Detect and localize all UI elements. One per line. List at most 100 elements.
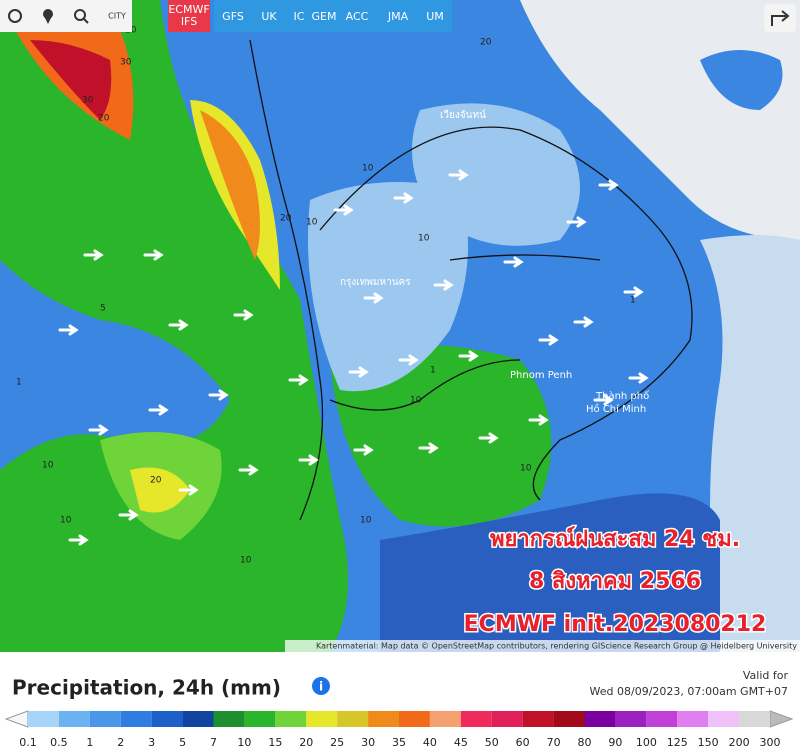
valid-label: Valid for	[743, 669, 789, 682]
scale-swatch	[120, 711, 152, 727]
contour-label: 1	[630, 296, 636, 306]
contour-label: 5	[100, 304, 106, 314]
contour-label: 10	[240, 556, 252, 566]
scale-swatch	[151, 711, 183, 727]
wind-arrow	[333, 204, 354, 216]
model-label[interactable]: ACC	[346, 10, 369, 23]
model-label[interactable]: GFS	[222, 10, 244, 23]
scale-swatch	[708, 711, 740, 727]
model-button[interactable]	[214, 0, 252, 32]
borders	[249, 39, 693, 521]
scale-label: 150	[698, 736, 719, 749]
contour-label: 1	[430, 366, 436, 376]
wind-arrow	[363, 292, 384, 304]
toolbar: CITY ECMWF IFS GFS UK IC GEM ACC JMA UM	[0, 0, 796, 32]
contour-label: 20	[98, 114, 110, 124]
wind-arrow	[398, 354, 419, 366]
info-button[interactable]	[312, 677, 330, 695]
scale-label: 0.1	[19, 736, 37, 749]
overlay-title: พยากรณ์ฝนสะสม 24 ชม.	[490, 526, 740, 552]
scale-label: 25	[330, 736, 344, 749]
wind-arrow	[458, 350, 479, 362]
wind-arrow	[353, 444, 374, 456]
wind-arrow	[118, 509, 139, 521]
active-model-label[interactable]: IFS	[181, 15, 197, 28]
scale-label: 125	[667, 736, 688, 749]
refresh-button[interactable]	[8, 9, 22, 23]
scale-label: 20	[299, 736, 313, 749]
wind-arrow	[68, 534, 89, 546]
contour-label: 30	[82, 96, 94, 106]
location-button[interactable]	[43, 9, 53, 24]
scale-label: 10	[237, 736, 251, 749]
model-button[interactable]	[418, 0, 452, 32]
wind-arrow	[143, 249, 164, 261]
contour-label: 10	[410, 396, 422, 406]
overlay-date: 8 สิงหาคม 2566	[529, 569, 701, 594]
contour-label: 30	[120, 58, 132, 68]
scale-swatch	[399, 711, 430, 727]
wind-arrow	[178, 484, 199, 496]
scale-label: 300	[760, 736, 781, 749]
wind-arrow	[593, 394, 614, 406]
share-button[interactable]	[764, 4, 796, 32]
contour-label: 1	[16, 378, 22, 388]
model-label[interactable]: UM	[426, 10, 444, 23]
scale-swatch	[368, 711, 399, 727]
scale-label: 15	[268, 736, 282, 749]
wind-arrow	[393, 192, 414, 204]
scale-swatch	[615, 711, 647, 727]
attribution: Kartenmaterial: Map data © OpenStreetMap…	[316, 642, 797, 651]
scale-label: 200	[729, 736, 750, 749]
zoom-button[interactable]	[74, 9, 89, 24]
scale-swatch	[58, 711, 90, 727]
wind-arrow	[433, 279, 454, 291]
contour-label: 10	[418, 234, 430, 244]
scale-label: 50	[485, 736, 499, 749]
wind-arrow	[538, 334, 559, 346]
wind-arrow	[598, 179, 619, 191]
scale-swatch	[213, 711, 245, 727]
model-button[interactable]	[286, 0, 312, 32]
svg-text:i: i	[319, 680, 323, 694]
contour-label: 10	[42, 461, 54, 471]
wind-arrow	[573, 316, 594, 328]
model-button[interactable]	[250, 0, 288, 32]
contour-label: 10	[360, 516, 372, 526]
scale-label: 0.5	[50, 736, 68, 749]
wind-arrow	[238, 464, 259, 476]
contour-label: 20	[480, 38, 492, 48]
scale-swatch	[306, 711, 338, 727]
scale-label: 90	[608, 736, 622, 749]
model-label[interactable]: JMA	[387, 10, 409, 23]
model-label[interactable]: UK	[261, 10, 277, 23]
contour-label: 10	[306, 218, 318, 228]
contour-label: 10	[520, 464, 532, 474]
wind-arrow	[83, 249, 104, 261]
active-model-button[interactable]	[168, 0, 210, 32]
model-button[interactable]	[377, 0, 419, 32]
panel-title: Precipitation, 24h (mm)	[12, 676, 281, 700]
city-button[interactable]: CITY	[108, 12, 126, 21]
scale-label: 80	[578, 736, 592, 749]
scale-swatch	[89, 711, 121, 727]
model-button[interactable]	[336, 0, 378, 32]
model-label[interactable]: IC	[294, 10, 305, 23]
scale-swatch	[491, 711, 523, 727]
active-model-label[interactable]: ECMWF	[168, 3, 209, 16]
wind-arrow	[566, 216, 587, 228]
contour-label: 10	[60, 516, 72, 526]
wind-arrow	[208, 389, 229, 401]
scale-label: 45	[454, 736, 468, 749]
model-label[interactable]: GEM	[312, 10, 337, 23]
wind-arrow	[148, 404, 169, 416]
wind-arrow	[448, 169, 469, 181]
model-button[interactable]	[310, 0, 338, 32]
place-label: เวียงจันทน์	[440, 109, 486, 121]
wind-arrow	[168, 319, 189, 331]
contour-label: 20	[280, 214, 292, 224]
scale-label: 1	[86, 736, 93, 749]
wind-arrow	[623, 286, 644, 298]
